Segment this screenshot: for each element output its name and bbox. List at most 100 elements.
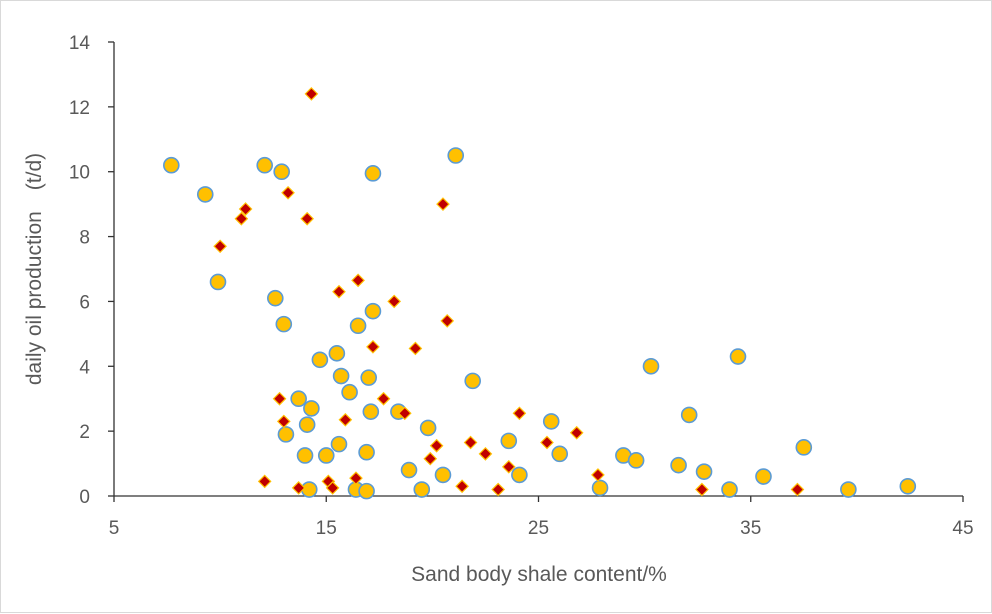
circle-data-point bbox=[277, 426, 295, 443]
x-axis-title: Sand body shale content/% bbox=[411, 563, 667, 586]
circle-data-point bbox=[680, 406, 698, 424]
diamond-data-point bbox=[408, 341, 423, 356]
x-tick-label: 15 bbox=[316, 518, 337, 539]
diamond-data-point bbox=[332, 284, 346, 299]
x-tick-label: 25 bbox=[528, 518, 549, 539]
circle-data-point bbox=[695, 463, 713, 480]
tick-labels: 0 2 4 6 8 10 12 14 5 15 25 35 45 bbox=[69, 33, 974, 539]
y-tick-label: 4 bbox=[79, 357, 90, 378]
y-tick-label: 6 bbox=[79, 292, 90, 313]
circle-data-point bbox=[899, 477, 917, 495]
circle-data-point bbox=[795, 439, 813, 456]
circle-data-point bbox=[362, 403, 380, 420]
circle-data-point bbox=[290, 390, 307, 408]
circle-data-point bbox=[196, 186, 214, 203]
diamond-data-point bbox=[397, 406, 412, 421]
circle-data-point bbox=[413, 481, 431, 498]
circle-data-point bbox=[358, 443, 375, 461]
circle-data-point bbox=[317, 447, 335, 464]
diamond-series bbox=[213, 87, 805, 497]
diamond-data-point bbox=[300, 211, 314, 226]
circle-data-point bbox=[721, 481, 738, 498]
circle-data-point bbox=[273, 163, 290, 181]
circle-data-point bbox=[163, 156, 180, 174]
diamond-data-point bbox=[501, 459, 516, 474]
circle-data-point bbox=[364, 165, 382, 182]
diamond-data-point bbox=[569, 425, 584, 440]
circle-data-point bbox=[400, 461, 418, 479]
circle-data-point bbox=[298, 416, 316, 433]
x-tick-label: 35 bbox=[740, 518, 761, 539]
y-tick-label: 0 bbox=[79, 487, 90, 508]
circle-data-point bbox=[311, 351, 329, 369]
circle-data-point bbox=[542, 413, 560, 430]
diamond-data-point bbox=[238, 202, 253, 216]
diamond-data-point bbox=[440, 314, 455, 328]
circle-data-point bbox=[364, 302, 382, 320]
y-tick-label: 2 bbox=[79, 422, 90, 443]
circle-data-point bbox=[303, 400, 320, 417]
circle-series bbox=[163, 147, 917, 500]
diamond-data-point bbox=[272, 391, 287, 406]
y-tick-label: 12 bbox=[69, 98, 90, 119]
diamond-data-point bbox=[455, 479, 469, 494]
circle-data-point bbox=[341, 383, 358, 401]
circle-data-point bbox=[670, 456, 687, 474]
diamond-data-point bbox=[478, 446, 493, 461]
circle-data-point bbox=[300, 481, 318, 498]
circle-data-point bbox=[500, 432, 518, 450]
diamond-data-point bbox=[349, 471, 363, 486]
diamond-data-point bbox=[423, 451, 438, 466]
circle-data-point bbox=[840, 481, 857, 498]
y-axis-title: daily oil production (t/d) bbox=[23, 153, 46, 385]
diamond-data-point bbox=[429, 438, 444, 453]
diamond-data-point bbox=[790, 482, 805, 497]
diamond-data-point bbox=[387, 294, 402, 309]
diamond-data-point bbox=[540, 435, 554, 450]
diamond-data-point bbox=[338, 412, 353, 427]
circle-data-point bbox=[275, 315, 293, 333]
diamond-data-point bbox=[281, 185, 295, 200]
y-tick-label: 8 bbox=[79, 228, 90, 249]
circle-data-point bbox=[349, 317, 367, 335]
x-tick-label: 5 bbox=[109, 518, 120, 539]
diamond-data-point bbox=[376, 391, 391, 406]
y-tick-label: 10 bbox=[69, 163, 90, 184]
y-tick-label: 14 bbox=[69, 33, 91, 54]
circle-data-point bbox=[627, 452, 645, 469]
circle-data-point bbox=[447, 147, 465, 164]
circle-data-point bbox=[464, 372, 482, 390]
circle-data-point bbox=[434, 466, 452, 484]
circle-data-point bbox=[551, 445, 569, 463]
diamond-data-point bbox=[213, 239, 227, 254]
diamond-data-point bbox=[351, 273, 365, 288]
diamond-data-point bbox=[491, 482, 506, 497]
axes bbox=[108, 41, 964, 502]
circle-data-point bbox=[358, 482, 375, 500]
diamond-data-point bbox=[325, 481, 340, 495]
x-tick-label: 45 bbox=[952, 518, 973, 539]
circle-data-point bbox=[330, 435, 348, 453]
diamond-data-point bbox=[234, 211, 249, 226]
diamond-data-point bbox=[276, 414, 291, 429]
circle-data-point bbox=[360, 369, 378, 386]
diamond-data-point bbox=[257, 474, 272, 489]
diamond-data-point bbox=[366, 339, 380, 354]
diamond-data-point bbox=[591, 468, 605, 482]
circle-data-point bbox=[328, 345, 346, 362]
diamond-data-point bbox=[512, 406, 527, 421]
circle-data-point bbox=[729, 348, 747, 365]
circle-data-point bbox=[209, 273, 227, 291]
circle-data-point bbox=[755, 468, 772, 485]
diamond-data-point bbox=[695, 482, 709, 497]
diamond-data-point bbox=[436, 197, 450, 211]
diamond-data-point bbox=[463, 435, 478, 450]
circle-data-point bbox=[267, 289, 284, 307]
circle-data-point bbox=[419, 419, 437, 437]
circle-data-point bbox=[642, 357, 660, 375]
circle-data-point bbox=[256, 156, 273, 174]
diamond-data-point bbox=[291, 481, 306, 495]
diamond-data-point bbox=[304, 87, 319, 101]
